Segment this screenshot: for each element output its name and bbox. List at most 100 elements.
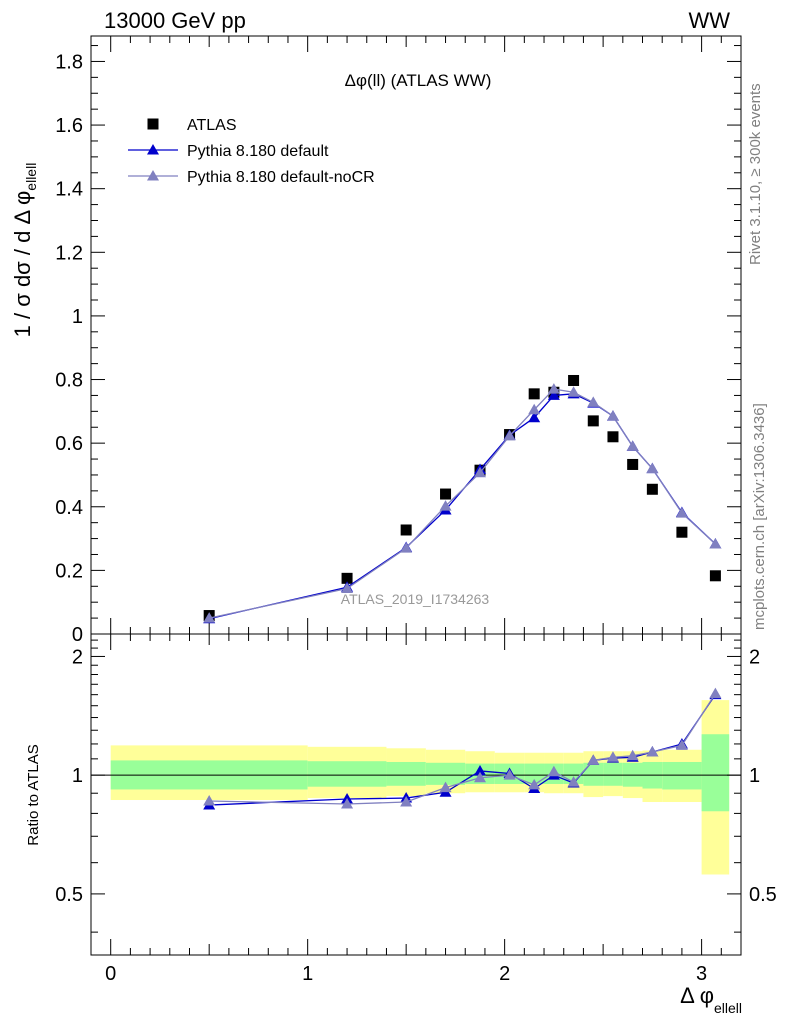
legend: ATLAS Pythia 8.180 default Pythia 8.180 de… bbox=[128, 117, 375, 186]
main-y-tick-label: 1 bbox=[72, 306, 83, 328]
main-y-tick-label: 0.2 bbox=[55, 560, 83, 582]
main-y-tick-label: 0 bbox=[72, 624, 83, 646]
pythia-8-180-default-nocr-ratio-point bbox=[400, 796, 413, 807]
pythia-8-180-default-point bbox=[547, 389, 560, 400]
x-axis-label-text: Δ φ bbox=[680, 983, 714, 1008]
legend-label: Pythia 8.180 default-noCR bbox=[187, 169, 375, 186]
ratio-y-tick-label: 2 bbox=[72, 646, 83, 668]
x-axis-label: Δ φellell bbox=[680, 983, 742, 1016]
x-tick-label: 1 bbox=[302, 963, 313, 985]
pythia-8-180-default-nocr-point bbox=[474, 466, 487, 478]
ratio-series bbox=[203, 687, 722, 810]
pythia-8-180-default-nocr-point bbox=[567, 386, 580, 397]
atlas-point bbox=[341, 572, 353, 584]
pythia-8-180-default-nocr-point bbox=[528, 403, 541, 415]
pythia-8-180-default-nocr-ratio-point bbox=[474, 771, 487, 783]
atlas-point bbox=[607, 431, 619, 443]
pythia-8-180-default-nocr-ratio-point bbox=[528, 778, 541, 790]
pythia-8-180-default-nocr-point bbox=[646, 462, 659, 474]
x-tick-label: 2 bbox=[499, 963, 510, 985]
ratio-band-green bbox=[425, 762, 466, 785]
pythia-8-180-default-nocr-ratio-point bbox=[503, 769, 516, 780]
main-y-tick-label: 1.4 bbox=[55, 179, 83, 201]
pythia-8-180-default-line bbox=[209, 393, 716, 620]
pythia-8-180-default-nocr-point bbox=[709, 537, 722, 549]
main-y-tick-label: 1.2 bbox=[55, 242, 83, 264]
pythia-8-180-default-nocr-line bbox=[209, 388, 716, 619]
pythia-8-180-default-nocr-point bbox=[203, 612, 216, 623]
pythia-8-180-default-nocr-point bbox=[675, 507, 688, 518]
pythia-8-180-default-nocr-ratio-point bbox=[646, 745, 659, 757]
plot-title: Δφ(ll) (ATLAS WW) bbox=[345, 71, 492, 90]
atlas-point bbox=[400, 524, 412, 536]
x-axis-label-sub: ellell bbox=[714, 1000, 742, 1016]
pythia-8-180-default-nocr-ratio-point bbox=[567, 776, 580, 787]
ratio-axes: 0 1 2 3 0.5 0.5 1 1 2 2 bbox=[55, 633, 777, 985]
pythia-8-180-default-nocr-point bbox=[606, 410, 619, 421]
pythia-8-180-default-nocr-ratio-point bbox=[626, 749, 639, 761]
pythia-8-180-default-nocr-ratio-point bbox=[606, 751, 619, 762]
main-y-axis-label: 1 / σ dσ / d Δ φellell bbox=[10, 163, 39, 338]
pythia-8-180-default-nocr-ratio-point bbox=[203, 795, 216, 806]
legend-marker bbox=[147, 170, 159, 181]
atlas-point bbox=[587, 415, 599, 427]
pythia-8-180-default-nocr-point bbox=[439, 500, 452, 511]
pythia-8-180-default-nocr-point bbox=[400, 542, 413, 553]
pythia-8-180-default-nocr-ratio-point bbox=[709, 687, 722, 699]
atlas-point bbox=[528, 388, 540, 400]
legend-marker-atlas bbox=[147, 118, 159, 130]
pythia-8-180-default-nocr-ratio-point bbox=[547, 765, 560, 777]
x-tick-label: 3 bbox=[696, 963, 707, 985]
header-energy-label: 13000 GeV pp bbox=[104, 8, 246, 33]
mcplots-label: mcplots.cern.ch [arXiv:1306.3436] bbox=[751, 403, 768, 630]
atlas-point bbox=[709, 570, 721, 582]
main-y-axis-label-text: 1 / σ dσ / d Δ φ bbox=[10, 191, 35, 338]
analysis-watermark: ATLAS_2019_I1734263 bbox=[341, 591, 490, 607]
ratio-frame bbox=[90, 633, 742, 956]
ratio-band-green bbox=[603, 762, 623, 786]
pythia-8-180-default-nocr-point bbox=[547, 383, 560, 394]
pythia-8-180-default-nocr-point bbox=[503, 429, 516, 441]
main-y-tick-label: 0.8 bbox=[55, 370, 83, 392]
ratio-y-tick-label-right: 1 bbox=[749, 765, 760, 787]
ratio-band-green bbox=[701, 734, 730, 812]
legend-marker bbox=[147, 144, 159, 155]
ratio-y-tick-label: 1 bbox=[72, 765, 83, 787]
header-process-label: WW bbox=[688, 8, 730, 33]
pythia-8-180-default-nocr-ratio-point bbox=[341, 798, 354, 809]
ratio-y-tick-label-right: 2 bbox=[749, 646, 760, 668]
main-y-axis-label-sub: ellell bbox=[23, 163, 39, 191]
pythia-8-180-default-nocr-ratio-point bbox=[675, 739, 688, 750]
atlas-point bbox=[646, 483, 658, 495]
pythia-8-180-default-point bbox=[528, 411, 541, 423]
atlas-point bbox=[568, 374, 580, 386]
pythia-8-180-default-nocr-point bbox=[626, 440, 639, 451]
atlas-point bbox=[676, 526, 688, 538]
legend-label: Pythia 8.180 default bbox=[187, 143, 329, 160]
atlas-point bbox=[440, 488, 452, 500]
pythia-8-180-default-ratio-point bbox=[474, 764, 487, 776]
x-tick-label: 0 bbox=[105, 963, 116, 985]
ratio-y-axis-label: Ratio to ATLAS bbox=[25, 744, 42, 845]
ratio-y-tick-label-right: 0.5 bbox=[749, 884, 777, 906]
ratio-band-green bbox=[662, 761, 702, 790]
main-y-tick-label: 0.4 bbox=[55, 497, 83, 519]
rivet-version-label: Rivet 3.1.10, ≥ 300k events bbox=[747, 83, 764, 265]
ratio-uncertainty-bands bbox=[110, 700, 730, 875]
pythia-8-180-default-nocr-point bbox=[587, 396, 600, 407]
pythia-8-180-default-nocr-point bbox=[341, 582, 354, 594]
ratio-band-green bbox=[307, 761, 387, 787]
main-y-tick-label: 1.8 bbox=[55, 51, 83, 73]
ratio-band-green bbox=[583, 762, 604, 786]
atlas-point bbox=[627, 458, 639, 470]
main-y-tick-label: 0.6 bbox=[55, 433, 83, 455]
main-axes: 0 0.2 0.4 0.6 0.8 1 1.2 1.4 1.6 1.8 bbox=[55, 35, 742, 646]
ratio-band-green bbox=[524, 763, 545, 784]
pythia-8-180-default-nocr-ratio-point bbox=[439, 781, 452, 793]
legend-label: ATLAS bbox=[187, 117, 237, 134]
ratio-band-green bbox=[386, 761, 426, 786]
pythia-8-180-default-nocr-ratio-point bbox=[587, 754, 600, 765]
main-series bbox=[203, 374, 722, 624]
main-y-tick-label: 1.6 bbox=[55, 115, 83, 137]
